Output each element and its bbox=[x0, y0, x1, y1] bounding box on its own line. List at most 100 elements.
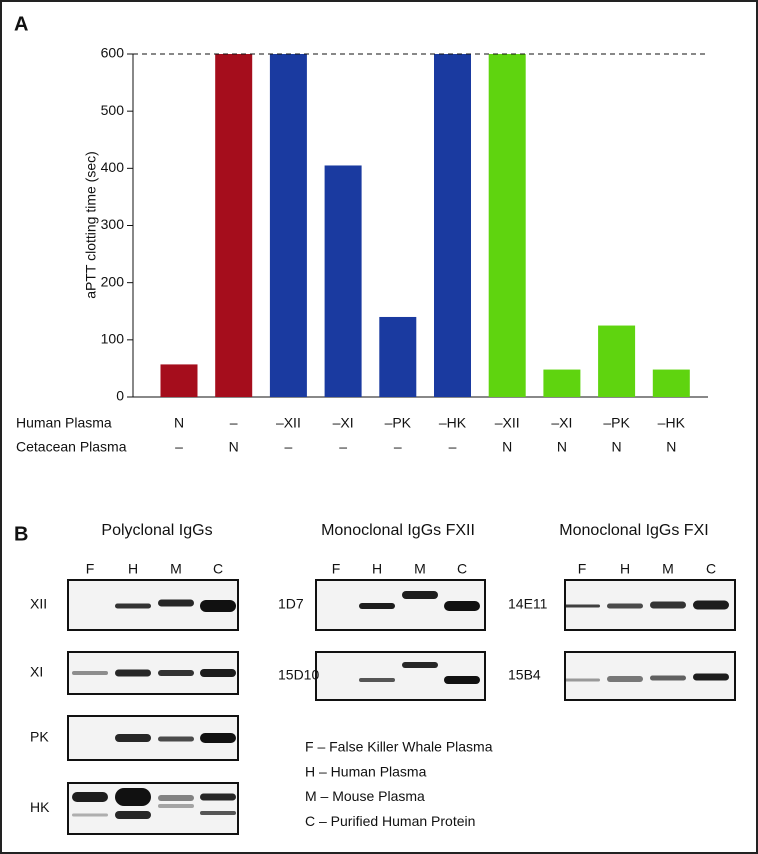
category-label: N bbox=[174, 415, 184, 431]
band bbox=[200, 669, 236, 677]
band bbox=[693, 600, 729, 610]
category-label: – bbox=[449, 439, 457, 455]
category-label: –PK bbox=[603, 415, 630, 431]
y-axis-label: aPTT clotting time (sec) bbox=[83, 151, 99, 299]
blot-label: 15B4 bbox=[508, 667, 541, 683]
lane-label: M bbox=[414, 561, 426, 577]
band bbox=[444, 601, 480, 611]
band bbox=[607, 603, 643, 609]
legend-entry: F – False Killer Whale Plasma bbox=[305, 739, 493, 755]
blot bbox=[67, 782, 239, 835]
legend-entry: H – Human Plasma bbox=[305, 763, 427, 779]
band bbox=[650, 601, 686, 609]
y-tick-label: 0 bbox=[116, 388, 124, 404]
y-tick-label: 100 bbox=[101, 331, 125, 347]
bar bbox=[598, 325, 636, 397]
category-label: –XII bbox=[276, 415, 301, 431]
band bbox=[607, 676, 643, 682]
blot-label: XII bbox=[30, 596, 47, 612]
band bbox=[72, 671, 108, 675]
band bbox=[158, 804, 194, 808]
blot-label: PK bbox=[30, 729, 49, 745]
bar bbox=[215, 54, 253, 397]
category-label: – bbox=[230, 415, 238, 431]
panel-label: B bbox=[14, 523, 28, 545]
band bbox=[564, 678, 600, 682]
band bbox=[115, 811, 151, 819]
blot-label: 14E11 bbox=[508, 596, 548, 612]
lane-label: F bbox=[86, 561, 95, 577]
band bbox=[402, 591, 438, 599]
blot-group-title: Monoclonal IgGs FXI bbox=[559, 522, 708, 539]
lane-label: H bbox=[620, 561, 630, 577]
bar bbox=[324, 165, 362, 397]
bar bbox=[379, 316, 417, 397]
blot-label: HK bbox=[30, 799, 50, 815]
band bbox=[115, 669, 151, 677]
y-tick-label: 600 bbox=[101, 45, 125, 61]
y-tick-label: 500 bbox=[101, 102, 125, 118]
band bbox=[115, 603, 151, 609]
band bbox=[200, 811, 236, 815]
band bbox=[158, 736, 194, 742]
category-label: – bbox=[394, 439, 402, 455]
row-label: Human Plasma bbox=[16, 415, 112, 431]
bar bbox=[160, 364, 198, 397]
band bbox=[444, 676, 480, 684]
y-tick-label: 200 bbox=[101, 273, 125, 289]
blot-label: 1D7 bbox=[278, 596, 304, 612]
lane-label: C bbox=[213, 561, 223, 577]
lane-label: M bbox=[662, 561, 674, 577]
category-label: – bbox=[285, 439, 293, 455]
band bbox=[158, 795, 194, 801]
band bbox=[402, 662, 438, 668]
lane-label: H bbox=[128, 561, 138, 577]
band bbox=[200, 793, 236, 801]
lane-label: M bbox=[170, 561, 182, 577]
band bbox=[200, 733, 236, 743]
blot-group-title: Polyclonal IgGs bbox=[101, 522, 212, 539]
lane-label: C bbox=[706, 561, 716, 577]
bar bbox=[269, 54, 307, 397]
y-tick-label: 300 bbox=[101, 216, 125, 232]
band bbox=[650, 675, 686, 681]
band bbox=[359, 603, 395, 609]
bar bbox=[434, 54, 471, 397]
band bbox=[72, 813, 108, 817]
category-label: –HK bbox=[439, 415, 467, 431]
category-label: N bbox=[666, 439, 676, 455]
band bbox=[115, 734, 151, 742]
legend-entry: M – Mouse Plasma bbox=[305, 788, 425, 804]
category-label: –XII bbox=[495, 415, 520, 431]
band bbox=[693, 673, 729, 681]
y-tick-label: 400 bbox=[101, 159, 125, 175]
bar bbox=[543, 369, 581, 397]
category-label: – bbox=[175, 439, 183, 455]
band bbox=[115, 788, 151, 806]
category-label: N bbox=[229, 439, 239, 455]
blot-label: XI bbox=[30, 664, 43, 680]
panel-label: A bbox=[14, 13, 28, 35]
band bbox=[72, 792, 108, 802]
band bbox=[359, 678, 395, 682]
bar bbox=[652, 369, 690, 397]
band bbox=[158, 670, 194, 676]
band bbox=[564, 604, 600, 608]
band bbox=[158, 599, 194, 607]
lane-label: H bbox=[372, 561, 382, 577]
blot-group-title: Monoclonal IgGs FXII bbox=[321, 522, 475, 539]
lane-label: C bbox=[457, 561, 467, 577]
category-label: –PK bbox=[385, 415, 412, 431]
row-label: Cetacean Plasma bbox=[16, 439, 127, 455]
category-label: –HK bbox=[658, 415, 686, 431]
category-label: N bbox=[557, 439, 567, 455]
blot-label: 15D10 bbox=[278, 667, 319, 683]
band bbox=[200, 600, 236, 612]
bar bbox=[488, 54, 526, 397]
category-label: N bbox=[612, 439, 622, 455]
category-label: –XI bbox=[551, 415, 572, 431]
category-label: – bbox=[339, 439, 347, 455]
lane-label: F bbox=[332, 561, 341, 577]
